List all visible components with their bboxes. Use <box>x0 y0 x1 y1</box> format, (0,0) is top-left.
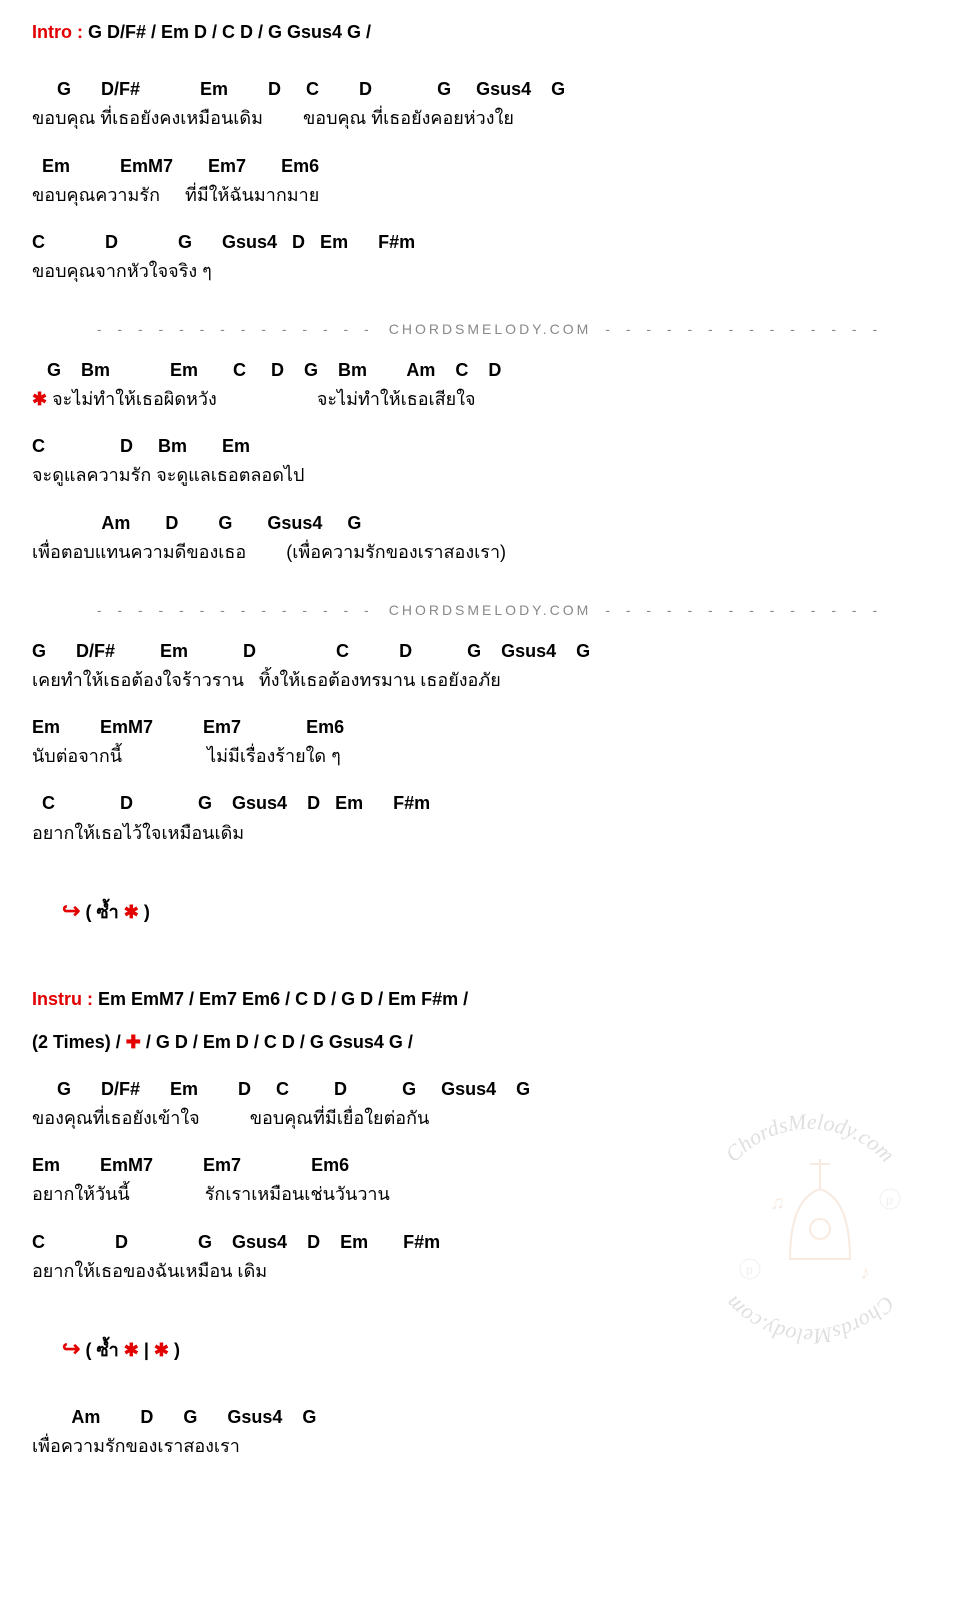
chord-line: C D G Gsus4 D Em F#m <box>32 791 948 816</box>
chord-line: Am D G Gsus4 G <box>32 511 948 536</box>
lyric-line: เพื่อความรักของเราสองเรา <box>32 1434 948 1459</box>
verse1: G D/F# Em D C D G Gsus4 G ขอบคุณ ที่เธอย… <box>32 77 948 284</box>
lyric-line: ✱ จะไม่ทำให้เธอผิดหวัง จะไม่ทำให้เธอเสีย… <box>32 387 948 412</box>
chord-line: Em EmM7 Em7 Em6 <box>32 1153 948 1178</box>
chord-line: Em EmM7 Em7 Em6 <box>32 154 948 179</box>
repeat-text: ( ซ้ำ <box>85 1340 123 1360</box>
lyric-line: เพื่อตอบแทนความดีของเธอ (เพื่อความรักของ… <box>32 540 948 565</box>
chord-line: C D G Gsus4 D Em F#m <box>32 1230 948 1255</box>
intro-label: Intro : <box>32 22 83 42</box>
instru-times: (2 Times) <box>32 1032 111 1052</box>
lyric-line: ขอบคุณจากหัวใจจริง ๆ <box>32 259 948 284</box>
divider-dashes: - - - - - - - - - - - - - - <box>97 320 375 340</box>
repeat-marker: ↪ ( ซ้ำ ✱ | ✱ ) <box>62 1334 948 1365</box>
intro-chords: G D/F# / Em D / C D / G Gsus4 G / <box>83 22 371 42</box>
divider: - - - - - - - - - - - - - - CHORDSMELODY… <box>32 601 948 621</box>
star-marker: ✱ <box>32 389 47 409</box>
repeat-close: ) <box>139 902 150 922</box>
chorus: G Bm Em C D G Bm Am C D ✱ จะไม่ทำให้เธอผ… <box>32 358 948 565</box>
lyric-line: ของคุณที่เธอยังเข้าใจ ขอบคุณที่มีเยื่อใย… <box>32 1106 948 1131</box>
instru-chords-2: / G D / Em D / C D / G Gsus4 G / <box>141 1032 413 1052</box>
chord-line: C D G Gsus4 D Em F#m <box>32 230 948 255</box>
divider-text: CHORDSMELODY.COM <box>389 320 592 340</box>
star-marker: ✱ <box>124 1340 139 1360</box>
lyric-line: ขอบคุณ ที่เธอยังคงเหมือนเดิม ขอบคุณ ที่เ… <box>32 106 948 131</box>
divider-dashes: - - - - - - - - - - - - - - <box>605 320 883 340</box>
instru-label: Instru : <box>32 989 93 1009</box>
instru-sep: / <box>111 1032 126 1052</box>
instru-block: Instru : Em EmM7 / Em7 Em6 / C D / G D /… <box>32 987 948 1055</box>
lyric-line: อยากให้วันนี้ รักเราเหมือนเช่นวันวาน <box>32 1182 948 1207</box>
lyric-line: ขอบคุณความรัก ที่มีให้ฉันมากมาย <box>32 183 948 208</box>
lyric-text: จะไม่ทำให้เธอผิดหวัง จะไม่ทำให้เธอเสียใจ <box>47 389 475 409</box>
instru-chords-1: Em EmM7 / Em7 Em6 / C D / G D / Em F#m / <box>93 989 468 1009</box>
star-marker: ✱ <box>124 902 139 922</box>
lyric-line: อยากให้เธอของฉันเหมือน เดิม <box>32 1259 948 1284</box>
chord-line: G D/F# Em D C D G Gsus4 G <box>32 639 948 664</box>
chord-line: C D Bm Em <box>32 434 948 459</box>
verse2: G D/F# Em D C D G Gsus4 G เคยทำให้เธอต้อ… <box>32 639 948 846</box>
chord-line: G Bm Em C D G Bm Am C D <box>32 358 948 383</box>
chord-line: Em EmM7 Em7 Em6 <box>32 715 948 740</box>
lyric-line: จะดูแลความรัก จะดูแลเธอตลอดไป <box>32 463 948 488</box>
chord-line: Am D G Gsus4 G <box>32 1405 948 1430</box>
repeat-text: ( ซ้ำ <box>85 902 123 922</box>
arrow-icon: ↪ <box>62 1336 80 1361</box>
chord-line: G D/F# Em D C D G Gsus4 G <box>32 77 948 102</box>
lyric-line: เคยทำให้เธอต้องใจร้าวราน ทิ้งให้เธอต้องท… <box>32 668 948 693</box>
intro-block: Intro : G D/F# / Em D / C D / G Gsus4 G … <box>32 20 948 45</box>
outro: Am D G Gsus4 G เพื่อความรักของเราสองเรา <box>32 1405 948 1459</box>
divider: - - - - - - - - - - - - - - CHORDSMELODY… <box>32 320 948 340</box>
star-marker: ✱ <box>154 1340 169 1360</box>
lyric-line: นับต่อจากนี้ ไม่มีเรื่องร้ายใด ๆ <box>32 744 948 769</box>
plus-marker: ✚ <box>126 1032 141 1052</box>
lyric-line: อยากให้เธอไว้ใจเหมือนเดิม <box>32 821 948 846</box>
repeat-close: ) <box>169 1340 180 1360</box>
arrow-icon: ↪ <box>62 898 80 923</box>
divider-dashes: - - - - - - - - - - - - - - <box>605 601 883 621</box>
verse3: G D/F# Em D C D G Gsus4 G ของคุณที่เธอยั… <box>32 1077 948 1284</box>
repeat-bar: | <box>139 1340 154 1360</box>
divider-dashes: - - - - - - - - - - - - - - <box>97 601 375 621</box>
chord-line: G D/F# Em D C D G Gsus4 G <box>32 1077 948 1102</box>
divider-text: CHORDSMELODY.COM <box>389 601 592 621</box>
repeat-marker: ↪ ( ซ้ำ ✱ ) <box>62 896 948 927</box>
